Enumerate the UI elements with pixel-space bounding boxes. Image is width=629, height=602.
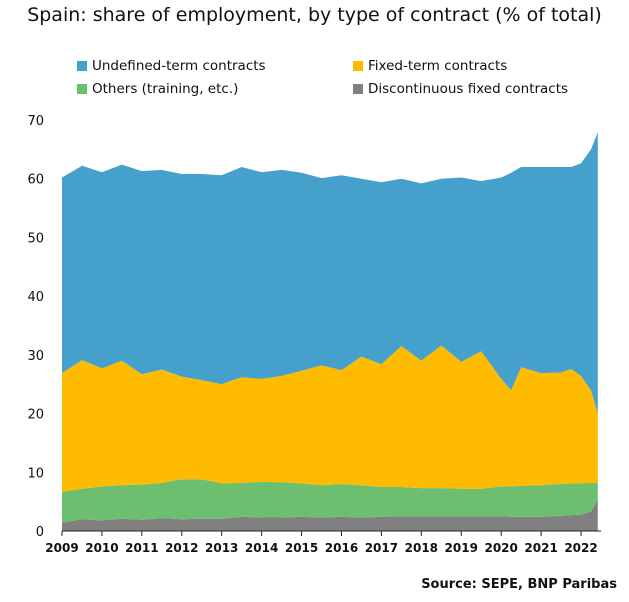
legend-swatch-undefined-term: [77, 61, 87, 71]
source-note: Source: SEPE, BNP Paribas: [421, 577, 617, 592]
y-tick-label: 10: [27, 466, 44, 481]
legend-label-discontinuous: Discontinuous fixed contracts: [368, 81, 569, 97]
legend-item-undefined-term: Undefined-term contracts: [77, 58, 266, 74]
x-tick-label: 2013: [205, 541, 238, 555]
x-tick-label: 2017: [365, 541, 398, 555]
axes: 0 10 20 30 40 50 60 70 2009 2010 2011 2012 2013 2014 2…: [27, 114, 601, 555]
legend-swatch-others: [77, 84, 87, 94]
legend-item-fixed-term: Fixed-term contracts: [353, 58, 507, 74]
y-tick-label: 70: [27, 114, 44, 129]
x-tick-label: 2015: [285, 541, 318, 555]
x-tick-label: 2022: [564, 541, 597, 555]
area-fixed-term-contracts: [62, 345, 598, 492]
legend-label-undefined-term: Undefined-term contracts: [92, 58, 266, 74]
y-tick-label: 20: [27, 408, 44, 423]
y-tick-label: 40: [27, 290, 44, 305]
area-layers: [62, 132, 598, 531]
x-tick-label: 2014: [245, 541, 278, 555]
chart-title: Spain: share of employment, by type of c…: [27, 4, 602, 26]
legend-label-others: Others (training, etc.): [92, 81, 239, 97]
x-tick-label: 2012: [165, 541, 198, 555]
x-tick-label: 2011: [125, 541, 158, 555]
y-tick-label: 30: [27, 349, 44, 364]
y-tick-label: 0: [36, 525, 44, 540]
x-tick-label: 2016: [325, 541, 358, 555]
x-tick-label: 2018: [405, 541, 438, 555]
area-others-training-etc: [62, 479, 598, 523]
legend-item-others: Others (training, etc.): [77, 81, 238, 97]
area-discontinuous-fixed-contracts: [62, 499, 598, 531]
x-tick-label: 2019: [445, 541, 478, 555]
legend-swatch-fixed-term: [353, 61, 363, 71]
legend-item-discontinuous: Discontinuous fixed contracts: [353, 81, 568, 97]
x-tick-label: 2010: [85, 541, 118, 555]
legend-label-fixed-term: Fixed-term contracts: [368, 58, 508, 74]
legend-swatch-discontinuous: [353, 84, 363, 94]
y-tick-label: 60: [27, 173, 44, 188]
area-undefined-term-contracts: [62, 132, 598, 414]
x-tick-label: 2021: [524, 541, 557, 555]
x-tick-label: 2009: [45, 541, 78, 555]
x-tick-label: 2020: [484, 541, 517, 555]
y-tick-label: 50: [27, 231, 44, 246]
